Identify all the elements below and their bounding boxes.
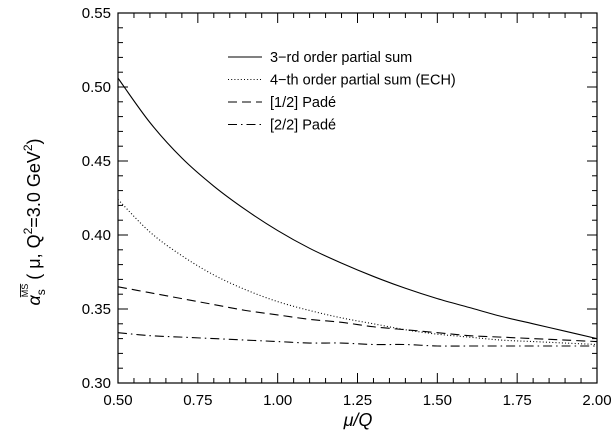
y-axis-label: αsMS( μ, Q2=3.0 GeV2) [20,138,48,305]
x-axis-label: μ/Q [343,410,373,430]
series-line-2 [117,199,598,346]
x-tick-label: 0.75 [183,392,212,409]
y-axis-label-body: ( μ, Q [24,234,44,279]
y-axis-label-alpha: α [24,295,44,306]
y-tick-label: 0.50 [82,79,111,96]
legend-label-3: [1/2] Padé [270,95,336,111]
y-axis-label-q-exponent: 2 [21,227,35,234]
y-tick-label: 0.45 [82,153,111,170]
y-tick-label: 0.35 [82,301,111,318]
y-tick-label: 0.30 [82,375,111,392]
svg-text:αsMS( μ, Q2=3.0 GeV2): αsMS( μ, Q2=3.0 GeV2) [20,138,48,305]
y-tick-label: 0.55 [82,5,111,22]
plot-frame [117,12,598,384]
x-tick-label: 0.50 [103,392,132,409]
legend-label-1: 3−rd order partial sum [270,50,412,66]
x-tick-label: 1.00 [263,392,292,409]
y-tick-label: 0.40 [82,227,111,244]
y-axis-label-close: ) [24,138,44,144]
y-axis-label-superscript: MS [20,284,30,298]
x-tick-label: 1.50 [423,392,452,409]
y-axis-label-equals: =3.0 GeV [24,151,44,228]
x-tick-label: 1.25 [343,392,372,409]
legend-label-4: [2/2] Padé [270,118,336,134]
x-tick-label: 2.00 [582,392,611,409]
y-axis-label-subscript: s [34,289,48,295]
series-line-4 [117,332,597,347]
legend-label-2: 4−th order partial sum (ECH) [270,73,456,89]
x-tick-label: 1.75 [503,392,532,409]
series-line-3 [117,286,598,343]
series-line-1 [117,77,598,340]
y-axis-label-gev-exponent: 2 [21,144,35,151]
